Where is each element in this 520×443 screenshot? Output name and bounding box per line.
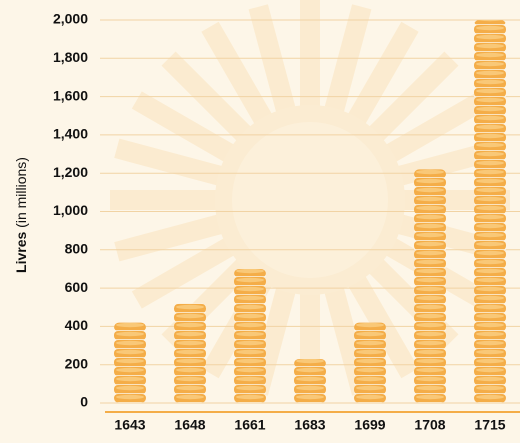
y-tick-label: 1,800 [53,49,88,65]
y-tick-label: 1,600 [53,87,88,103]
x-tick-label: 1648 [174,417,205,433]
y-tick-label: 600 [65,279,89,295]
chart: Livres (in millions) 0 200 400 600 800 1,000 1… [0,0,520,438]
x-tick-label: 1683 [294,417,325,433]
x-tick-label: 1715 [474,417,505,433]
bar [474,20,506,403]
bar [234,269,266,403]
y-axis-label-bold: Livres [13,232,29,273]
y-tick-label: 200 [65,355,89,371]
sun-ray [300,0,320,110]
bar [114,323,146,403]
y-tick-label: 1,400 [53,126,88,142]
x-tick-label: 1661 [234,417,265,433]
y-axis-label-rest: (in millions) [13,157,29,228]
sun-ray [110,190,220,210]
y-tick-label: 400 [65,317,89,333]
y-axis-label: Livres (in millions) [13,157,29,273]
sun-watermark [110,0,510,400]
y-tick-label: 1,200 [53,164,88,180]
bar [294,359,326,403]
x-tick-label: 1643 [114,417,145,433]
x-tick-label: 1708 [414,417,445,433]
y-tick-label: 1,000 [53,202,88,218]
bar [174,303,206,403]
y-tick-label: 800 [65,241,89,257]
x-tick-label: 1699 [354,417,385,433]
bar [414,169,446,403]
bar [354,323,386,403]
y-tick-label: 2,000 [53,11,88,27]
y-tick-label: 0 [80,394,88,410]
